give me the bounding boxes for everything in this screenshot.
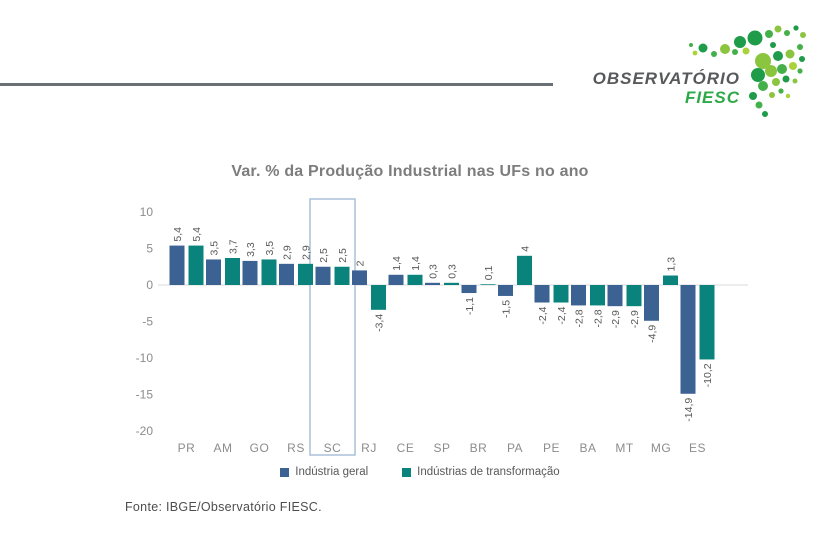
x-category-label-GO: GO: [250, 441, 270, 455]
value-label: -2,8: [593, 309, 605, 327]
bar-PA-geral: [498, 285, 513, 296]
bar-RS-transformacao: [298, 263, 313, 285]
value-label: 5,4: [191, 227, 203, 242]
value-label: 5,4: [172, 227, 184, 242]
x-category-label-MT: MT: [615, 441, 633, 455]
x-category-label-SP: SP: [433, 441, 450, 455]
y-tick-label: -5: [142, 315, 153, 329]
value-label: -4,9: [647, 325, 659, 343]
x-category-label-PE: PE: [543, 441, 560, 455]
x-category-label-ES: ES: [689, 441, 706, 455]
bar-BA-geral: [571, 285, 586, 306]
brand-observatorio-label: OBSERVATÓRIO: [592, 69, 740, 88]
bar-PE-transformacao: [553, 285, 569, 303]
x-category-label-AM: AM: [214, 441, 233, 455]
y-tick-label: -15: [136, 388, 154, 402]
bar-BA-transformacao: [590, 285, 605, 306]
source-note: Fonte: IBGE/Observatório FIESC.: [125, 500, 322, 514]
value-label: 2,5: [337, 248, 349, 263]
x-category-label-BR: BR: [470, 441, 488, 455]
value-label: -2,4: [556, 306, 568, 324]
value-label: 0,1: [483, 266, 495, 281]
y-tick-label: -20: [136, 424, 154, 438]
bar-PA-transformacao: [517, 255, 532, 285]
legend-swatch-industrias-transformacao: [402, 467, 412, 477]
bar-MT-geral: [607, 285, 623, 307]
y-tick-label: 10: [140, 205, 154, 219]
value-label: -1,5: [501, 300, 513, 318]
value-label: -3,4: [374, 314, 386, 332]
x-category-label-PA: PA: [507, 441, 523, 455]
value-label: 3,3: [245, 242, 257, 257]
legend-item-industrias-transformacao: Indústrias de transformação: [402, 466, 560, 478]
x-category-label-PR: PR: [178, 441, 196, 455]
legend-swatch-industria-geral: [280, 467, 290, 477]
value-label: -10,2: [702, 363, 714, 387]
value-label: 1,3: [666, 257, 678, 272]
x-category-label-SC: SC: [324, 441, 342, 455]
value-label: 2,9: [282, 245, 294, 260]
bar-PR-geral: [169, 245, 185, 285]
bar-GO-transformacao: [261, 259, 277, 285]
y-tick-label: 5: [146, 242, 153, 256]
legend-label-industrias-transformacao: Indústrias de transformação: [417, 466, 560, 478]
bar-GO-geral: [242, 260, 258, 285]
value-label: 3,5: [264, 241, 276, 256]
x-category-label-RS: RS: [287, 441, 305, 455]
bar-ES-geral: [680, 285, 696, 394]
value-label: 0,3: [447, 264, 459, 279]
bar-MT-transformacao: [626, 285, 642, 307]
bar-AM-geral: [206, 259, 221, 285]
value-label: 3,5: [209, 241, 221, 256]
bar-RS-geral: [279, 263, 294, 285]
bar-BR-transformacao: [480, 284, 496, 285]
value-label: 1,4: [410, 256, 422, 271]
chart-title: Var. % da Produção Industrial nas UFs no…: [231, 163, 589, 180]
bar-AM-transformacao: [225, 257, 240, 285]
bar-MG-transformacao: [663, 275, 678, 285]
brand-fiesc-label: FIESC: [684, 88, 740, 107]
legend-item-industria-geral: Indústria geral: [280, 466, 368, 478]
value-label: -2,9: [610, 310, 622, 328]
value-label: -2,4: [537, 306, 549, 324]
bar-RJ-transformacao: [371, 285, 386, 310]
value-label: 4: [520, 246, 532, 252]
legend-label-industria-geral: Indústria geral: [295, 466, 369, 478]
brazil-dots-logo-icon: [689, 25, 806, 117]
bar-CE-geral: [388, 274, 404, 285]
highlight-box-sc: [309, 198, 356, 456]
value-label: 2,5: [318, 248, 330, 263]
value-label: -2,8: [574, 309, 586, 327]
bar-SC-transformacao: [334, 266, 350, 285]
x-category-label-BA: BA: [579, 441, 596, 455]
header-rule: [0, 83, 553, 86]
value-label: 3,7: [228, 239, 240, 254]
value-label: 2: [355, 260, 367, 266]
chart-legend: Indústria geral Indústrias de transforma…: [120, 466, 720, 478]
y-tick-label: 0: [146, 278, 153, 292]
value-label: 2,9: [301, 245, 313, 260]
bar-SP-transformacao: [444, 282, 459, 285]
x-category-label-MG: MG: [651, 441, 671, 455]
bar-ES-transformacao: [699, 285, 715, 360]
bar-BR-geral: [461, 285, 477, 294]
bar-PR-transformacao: [188, 245, 204, 285]
fiesc-logo: OBSERVATÓRIO FIESC: [556, 70, 740, 106]
bar-CE-transformacao: [407, 274, 423, 285]
bar-SC-geral: [315, 266, 331, 285]
bar-RJ-geral: [352, 270, 367, 285]
value-label: -14,9: [683, 398, 695, 422]
bar-chart: 10 5 0 -5 -10 -15 -20 5,4 3,5 3,3 2,9 2,5 2 1,4 0,3 -1,…: [136, 198, 748, 456]
value-label: 0,3: [428, 264, 440, 279]
bar-PE-geral: [534, 285, 550, 303]
value-label: -2,9: [629, 310, 641, 328]
bar-MG-geral: [644, 285, 659, 321]
y-tick-label: -10: [136, 351, 154, 365]
x-category-label-RJ: RJ: [361, 441, 377, 455]
value-label: 1,4: [391, 256, 403, 271]
bar-SP-geral: [425, 282, 440, 285]
value-label: -1,1: [464, 297, 476, 315]
x-category-label-CE: CE: [397, 441, 415, 455]
